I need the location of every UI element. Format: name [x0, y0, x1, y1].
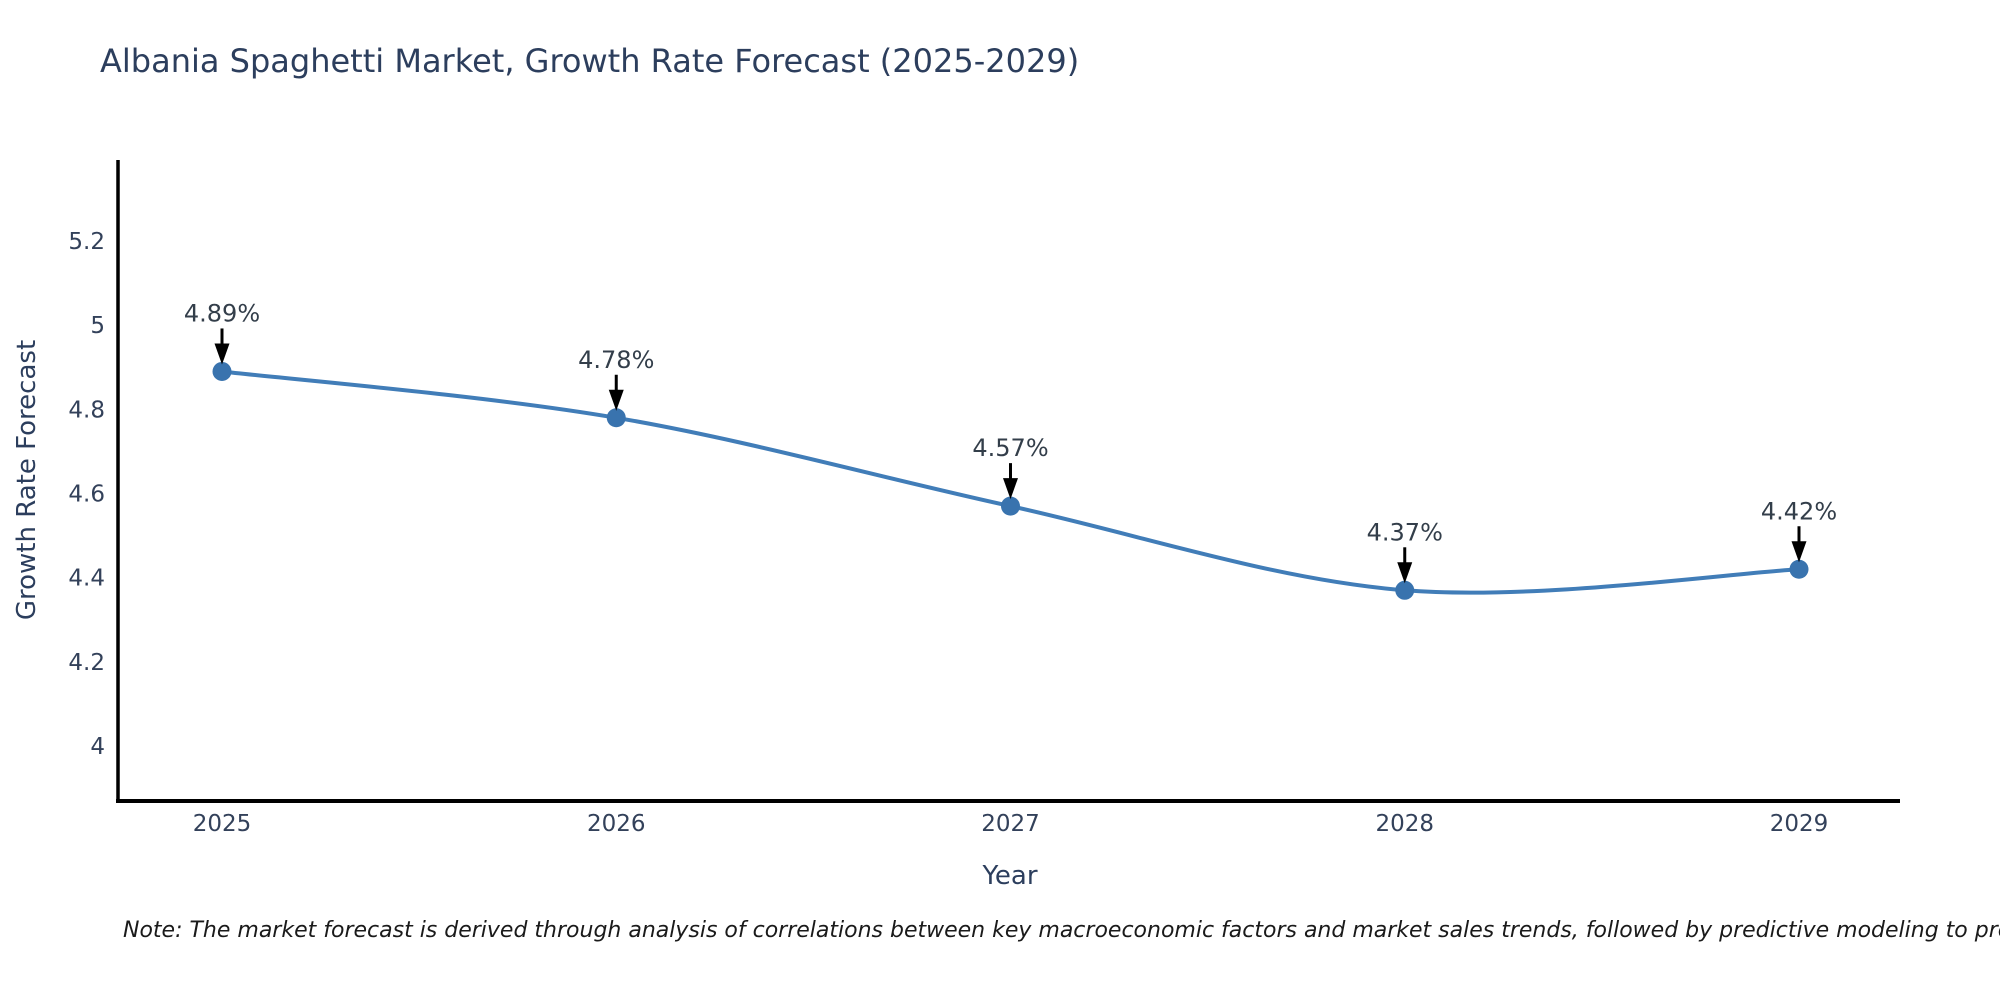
data-point-label: 4.37% [1367, 518, 1443, 546]
annotation-arrowhead [1003, 478, 1018, 500]
data-point-label: 4.42% [1761, 497, 1837, 525]
data-point-label: 4.78% [578, 346, 654, 374]
chart-title: Albania Spaghetti Market, Growth Rate Fo… [100, 42, 1080, 80]
x-tick-label: 2027 [981, 811, 1040, 837]
x-tick-label: 2028 [1375, 811, 1434, 837]
data-point-marker [1395, 580, 1415, 600]
annotation-arrowhead [1791, 541, 1807, 563]
data-point-marker [1789, 559, 1809, 579]
footnote: Note: The market forecast is derived thr… [123, 918, 2000, 943]
data-point-marker [1001, 496, 1020, 516]
y-tick-label: 4.2 [68, 650, 105, 676]
y-tick-label: 4.4 [68, 566, 105, 592]
x-tick-label: 2025 [193, 811, 252, 837]
data-point-label: 4.57% [972, 434, 1048, 462]
y-tick-label: 5 [90, 313, 105, 339]
y-tick-label: 4.6 [68, 482, 105, 508]
y-tick-label: 5.2 [68, 229, 105, 255]
annotation-arrowhead [1397, 562, 1413, 584]
x-axis-title: Year [982, 861, 1038, 891]
x-tick-label: 2026 [587, 811, 646, 837]
y-tick-label: 4.8 [68, 397, 105, 423]
data-point-label: 4.89% [184, 299, 260, 327]
x-tick-label: 2029 [1770, 811, 1829, 837]
data-point-marker [212, 361, 232, 381]
annotation-arrowhead [608, 389, 624, 411]
annotation-arrowhead [214, 343, 230, 365]
y-tick-label: 4 [90, 734, 105, 760]
data-point-marker [606, 408, 626, 428]
